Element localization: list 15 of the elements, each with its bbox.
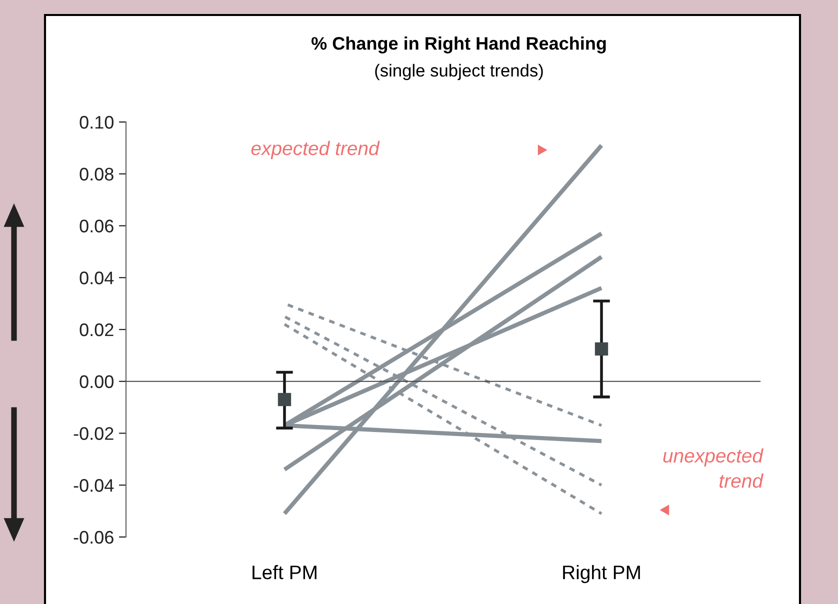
annotation: unexpected trend: [663, 448, 764, 488]
y-tick-label: 0.08: [80, 168, 114, 181]
x-tick-label: Left PM: [252, 565, 316, 580]
chart-subtitle: (single subject trends): [375, 64, 543, 80]
y-tick-label: 0.02: [80, 323, 114, 336]
chart-title: % Change in Right Hand Reaching: [311, 36, 606, 54]
y-tick-label: 0.06: [80, 220, 114, 232]
y-tick-label: -0.06: [74, 530, 114, 544]
y-tick-label: 0.10: [80, 116, 114, 129]
y-tick-label: 0.04: [80, 272, 114, 284]
y-tick-label: 0.00: [80, 375, 114, 388]
y-tick-label: -0.04: [74, 479, 114, 492]
annotation: expected trend: [251, 140, 380, 160]
x-tick-label: Right PM: [563, 565, 640, 584]
y-tick-label: -0.02: [74, 427, 114, 440]
